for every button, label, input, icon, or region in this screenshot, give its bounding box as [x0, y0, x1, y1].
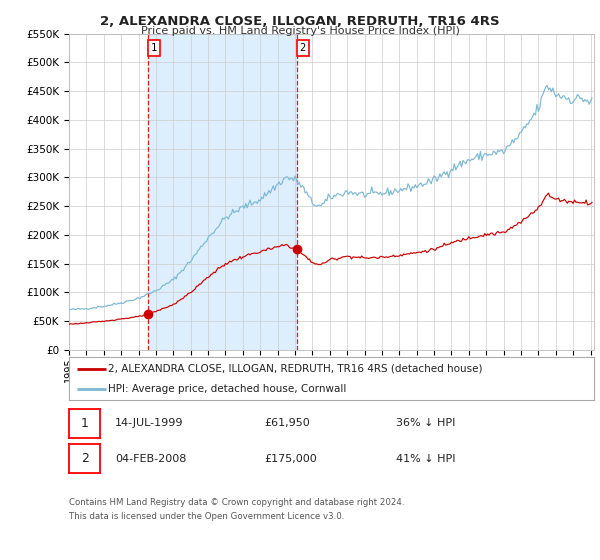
Text: 1: 1 [151, 43, 157, 53]
Text: 2: 2 [299, 43, 306, 53]
Text: Price paid vs. HM Land Registry's House Price Index (HPI): Price paid vs. HM Land Registry's House … [140, 26, 460, 36]
Bar [148, 34, 296, 350]
Text: 2, ALEXANDRA CLOSE, ILLOGAN, REDRUTH, TR16 4RS (detached house): 2, ALEXANDRA CLOSE, ILLOGAN, REDRUTH, TR… [109, 363, 483, 374]
Text: £61,950: £61,950 [264, 418, 310, 428]
Text: 04-FEB-2008: 04-FEB-2008 [115, 454, 187, 464]
Text: 1: 1 [80, 417, 89, 430]
Text: Contains HM Land Registry data © Crown copyright and database right 2024.: Contains HM Land Registry data © Crown c… [69, 498, 404, 507]
Text: This data is licensed under the Open Government Licence v3.0.: This data is licensed under the Open Gov… [69, 512, 344, 521]
Text: 2: 2 [80, 452, 89, 465]
Text: 36% ↓ HPI: 36% ↓ HPI [396, 418, 455, 428]
Text: 14-JUL-1999: 14-JUL-1999 [115, 418, 184, 428]
Text: £175,000: £175,000 [264, 454, 317, 464]
Text: 41% ↓ HPI: 41% ↓ HPI [396, 454, 455, 464]
Text: 2, ALEXANDRA CLOSE, ILLOGAN, REDRUTH, TR16 4RS: 2, ALEXANDRA CLOSE, ILLOGAN, REDRUTH, TR… [100, 15, 500, 27]
Text: HPI: Average price, detached house, Cornwall: HPI: Average price, detached house, Corn… [109, 384, 347, 394]
